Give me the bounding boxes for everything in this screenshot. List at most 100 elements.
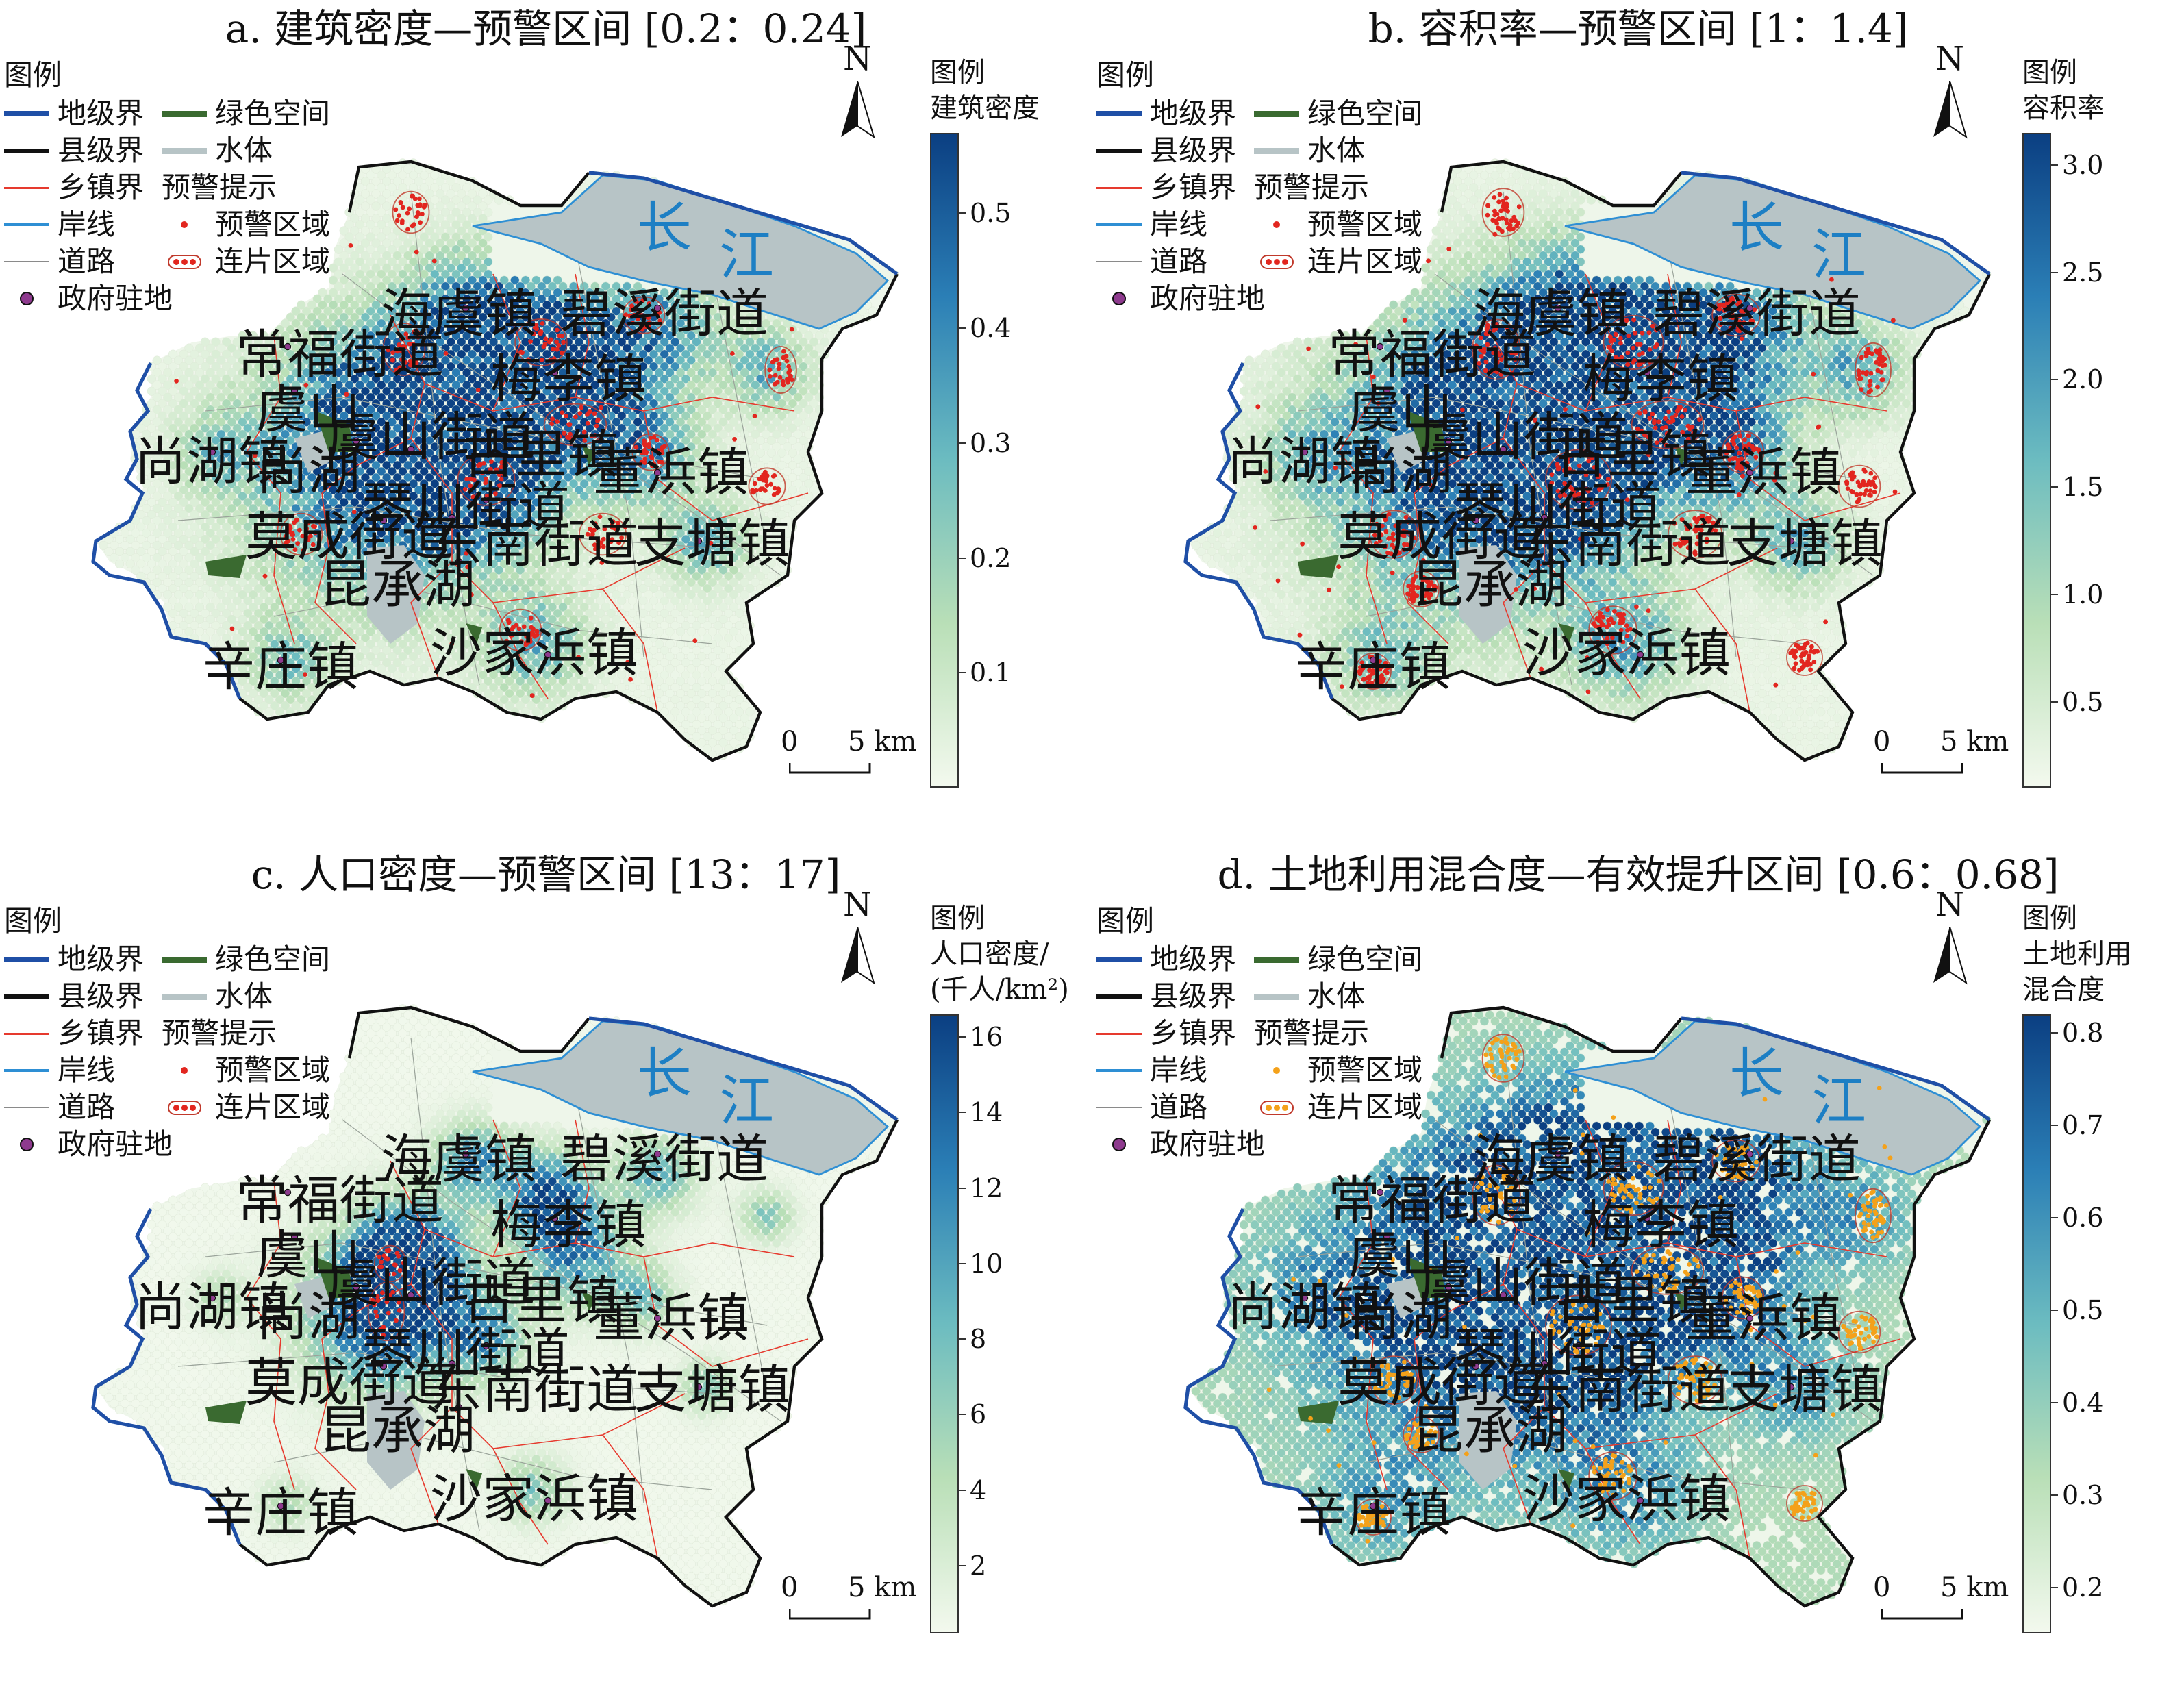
hex-cell <box>590 294 600 303</box>
hex-cell <box>344 318 354 328</box>
hex-cell <box>467 214 477 223</box>
colorbar-tick-label: 0.4 <box>970 313 1012 344</box>
hex-cell <box>227 355 237 365</box>
warning-dot <box>692 638 698 643</box>
green-space-symbol <box>162 110 207 117</box>
hex-cell <box>510 300 520 310</box>
hex-cell <box>537 281 547 291</box>
hex-cell <box>809 349 819 359</box>
hex-cell <box>799 337 808 347</box>
hex-cell <box>297 300 306 310</box>
hex-cell <box>627 288 638 297</box>
hex-cell <box>484 318 493 328</box>
hex-cell <box>692 349 701 359</box>
hex-cell <box>627 337 638 347</box>
hex-cell <box>462 294 472 303</box>
hex-cell <box>681 349 691 359</box>
warning-dot <box>550 416 555 421</box>
legend-label: 预警区域 <box>215 208 331 241</box>
contiguous-area-symbol <box>162 254 207 269</box>
hex-cell <box>168 349 178 359</box>
hex-cell <box>339 325 349 334</box>
hex-cell <box>291 318 301 328</box>
hex-cell <box>633 281 642 291</box>
warning-dot <box>772 381 777 387</box>
hex-cell <box>414 312 424 322</box>
hex-cell <box>702 300 712 310</box>
hex-cell <box>601 343 611 353</box>
colorbar-tick-label: 0.1 <box>970 657 1012 688</box>
hex-cell <box>312 318 322 328</box>
hex-cell <box>403 238 413 248</box>
hex-cell <box>291 355 301 365</box>
hex-cell <box>371 312 381 322</box>
warning-dot <box>407 206 412 212</box>
hex-cell <box>755 349 766 359</box>
hex-cell <box>473 245 482 254</box>
hex-cell <box>558 318 568 328</box>
hex-cell <box>435 275 445 285</box>
hex-cell <box>804 331 814 340</box>
hex-cell <box>360 214 371 223</box>
hex-cell <box>809 337 819 347</box>
hex-cell <box>387 232 397 242</box>
warning-dot <box>585 412 590 417</box>
hex-cell <box>435 214 445 223</box>
warning-dot <box>431 258 437 264</box>
hex-cell <box>318 300 327 310</box>
hex-cell <box>440 183 451 192</box>
hex-cell <box>473 306 482 316</box>
hex-cell <box>179 349 188 359</box>
hex-cell <box>660 349 669 359</box>
hex-cell <box>232 337 242 347</box>
hex-cell <box>184 355 194 365</box>
hex-cell <box>344 306 354 316</box>
hex-cell <box>344 232 354 242</box>
hex-cell <box>467 263 477 273</box>
hex-cell <box>601 281 611 291</box>
colorbar-tick-label: 0.5 <box>970 198 1012 229</box>
hex-cell <box>238 343 247 353</box>
hex-cell <box>371 189 381 199</box>
hex-cell <box>312 355 322 365</box>
hex-cell <box>606 300 616 310</box>
hex-cell <box>467 337 477 347</box>
hex-cell <box>344 331 354 340</box>
hex-cell <box>211 349 221 359</box>
hex-cell <box>360 312 371 322</box>
hex-cell <box>344 294 354 303</box>
hex-cell <box>484 195 493 205</box>
hex-cell <box>654 343 664 353</box>
hex-cell <box>568 306 579 316</box>
hex-cell <box>697 331 707 340</box>
map-panel-a: 海虞镇 碧溪街道 常福街道 梅李镇 虞山 虞山街道 尚湖 尚湖镇 古里镇 董浜镇 琴川街道 莫成街道东… <box>0 0 1092 845</box>
hex-cell <box>371 238 381 248</box>
hex-cell <box>718 343 728 353</box>
hex-cell <box>457 189 466 199</box>
hex-cell <box>547 294 557 303</box>
hex-cell <box>435 337 445 347</box>
hex-cell <box>253 337 264 347</box>
hex-cell <box>366 183 375 192</box>
hex-cell <box>227 343 237 353</box>
hex-cell <box>408 281 418 291</box>
river-label: 江 <box>719 223 774 287</box>
hex-cell <box>478 325 488 334</box>
hex-cell <box>825 331 835 340</box>
hex-cell <box>355 208 365 217</box>
hex-cell <box>707 306 718 316</box>
hex-cell <box>451 269 461 279</box>
hex-cell <box>323 343 333 353</box>
hex-cell <box>307 312 317 322</box>
warning-area-symbol <box>162 221 207 228</box>
warning-dot <box>780 379 786 384</box>
hex-cell <box>291 306 301 316</box>
hex-cell <box>478 337 488 347</box>
warning-dot <box>443 351 449 356</box>
hex-cell <box>681 337 691 347</box>
hex-cell <box>414 288 424 297</box>
hex-cell <box>430 281 440 291</box>
hex-cell <box>568 294 579 303</box>
county-line-symbol <box>4 148 49 153</box>
hex-cell <box>606 312 616 322</box>
